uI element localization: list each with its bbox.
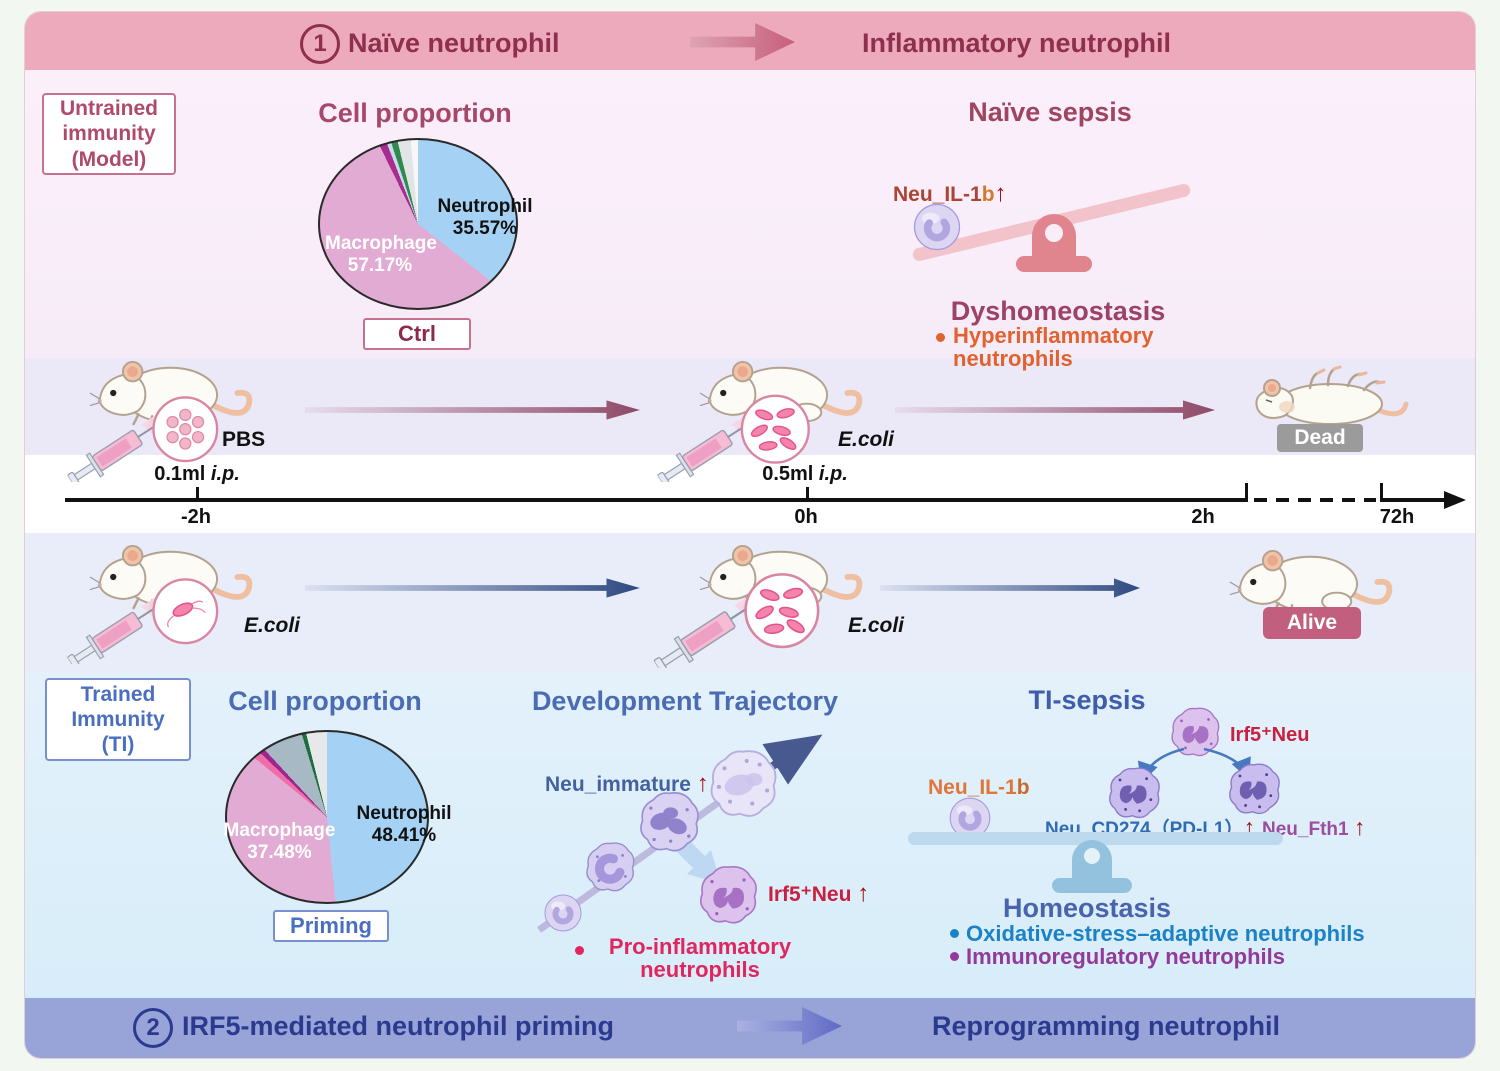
dead-mouse-icon bbox=[1240, 352, 1410, 432]
priming-pie-chart bbox=[225, 730, 429, 904]
timeline-arrowhead-icon bbox=[1444, 491, 1466, 509]
up-arrow-icon: ↑ bbox=[696, 770, 709, 797]
tick-label-minus2h: -2h bbox=[181, 506, 211, 528]
tick-72h bbox=[1380, 483, 1383, 499]
up-arrow-icon: ↑ bbox=[857, 880, 870, 907]
ctrl-caption: Ctrl bbox=[398, 321, 436, 346]
tick-0h bbox=[806, 487, 809, 499]
up-arrow-icon: ↑ bbox=[1353, 814, 1366, 840]
ti-box-line1: Trained bbox=[80, 682, 156, 706]
up-arrow-icon: ↑ bbox=[994, 180, 1007, 207]
homeostasis-label: Homeostasis bbox=[1002, 893, 1172, 923]
tick-2h bbox=[1245, 483, 1248, 499]
ti-box-line3: (TI) bbox=[101, 733, 135, 757]
priming-pie-title: Cell proportion bbox=[228, 686, 422, 716]
untrained-immunity-box: Untrained immunity (Model) bbox=[42, 93, 176, 175]
timeline-line-end bbox=[1380, 498, 1446, 502]
timeline-line-solid bbox=[65, 498, 1248, 502]
timeline-band bbox=[25, 455, 1475, 533]
up-arrow-icon: ↑ bbox=[1243, 814, 1256, 840]
ti-sepsis-title: TI-sepsis bbox=[1028, 685, 1146, 715]
step1-number-circle: 1 bbox=[300, 24, 340, 64]
step2-number-circle: 2 bbox=[133, 1008, 173, 1048]
priming-pie-neutrophil-label: Neutrophil 48.41% bbox=[356, 803, 452, 846]
proinflammatory-bullet-dot bbox=[575, 946, 584, 955]
trajectory-cell-band-icon bbox=[582, 840, 638, 896]
trajectory-cell-lobed-icon bbox=[636, 790, 702, 856]
ctrl-pie-neutrophil-label: Neutrophil 35.57% bbox=[437, 196, 533, 239]
priming-caption: Priming bbox=[290, 913, 372, 938]
priming-caption-box: Priming bbox=[273, 910, 389, 942]
ctrl-pie-macrophage-label: Macrophage 57.17% bbox=[325, 233, 437, 276]
dose1-label: 0.1ml i.p. bbox=[154, 463, 240, 485]
ecoli-challenge-syringe-icon-ti bbox=[648, 555, 838, 668]
tick-label-2h: 2h bbox=[1191, 506, 1215, 528]
ti-seesaw-plank bbox=[908, 832, 1283, 845]
irf5-neu-label-trajectory: Irf5⁺Neu ↑ bbox=[768, 880, 870, 907]
tick-minus2h bbox=[196, 487, 199, 499]
bottom-banner-right-label: Reprogramming neutrophil bbox=[932, 1011, 1281, 1041]
ti-fth1-cell-icon bbox=[1226, 762, 1282, 818]
tick-label-0h: 0h bbox=[794, 506, 818, 528]
untrained-box-line1: Untrained bbox=[59, 97, 158, 121]
ecoli-priming-syringe-icon bbox=[62, 560, 237, 664]
timeline-line-dashed bbox=[1254, 498, 1376, 502]
naive-marker-label: Neu_IL-1b↑ bbox=[893, 180, 1007, 207]
untrained-box-line2: immunity bbox=[62, 122, 156, 146]
dose2-label: 0.5ml i.p. bbox=[762, 463, 848, 485]
untrained-box-line3: (Model) bbox=[71, 147, 147, 171]
trajectory-cell-irf5-icon bbox=[696, 864, 760, 928]
homeostasis-bullet1: Oxidative-stress–adaptive neutrophils bbox=[966, 921, 1365, 946]
ti-ecoli-challenge-label: E.coli bbox=[848, 614, 905, 637]
dyshomeostasis-bullet-dot bbox=[936, 333, 945, 342]
ctrl-caption-box: Ctrl bbox=[363, 318, 471, 350]
untrained-section-background bbox=[25, 70, 1475, 358]
tick-label-72h: 72h bbox=[1379, 506, 1415, 528]
step2-number: 2 bbox=[133, 1008, 173, 1048]
ti-ecoli-priming-label: E.coli bbox=[244, 614, 301, 637]
neu-fth1-label: Neu_Fth1 ↑ bbox=[1262, 814, 1366, 840]
ti-marker-label: Neu_IL-1b bbox=[928, 776, 1030, 799]
trajectory-cell-progenitor-icon bbox=[543, 893, 583, 933]
dyshomeostasis-bullet: Hyperinflammatory neutrophils bbox=[953, 323, 1154, 372]
ti-seesaw-base bbox=[1052, 878, 1132, 893]
naive-seesaw-pivot-hole bbox=[1045, 224, 1063, 242]
homeostasis-bullet1-dot bbox=[950, 929, 959, 938]
alive-badge: Alive bbox=[1263, 607, 1361, 639]
dyshomeostasis-label: Dyshomeostasis bbox=[950, 296, 1166, 326]
top-banner-left-label: Naïve neutrophil bbox=[348, 28, 560, 58]
bottom-banner-left-label: IRF5-mediated neutrophil priming bbox=[182, 1011, 615, 1041]
trajectory-title: Development Trajectory bbox=[531, 686, 839, 716]
naive-seesaw-base bbox=[1016, 256, 1092, 272]
neu-immature-label: Neu_immature ↑ bbox=[545, 770, 709, 797]
top-banner-right-label: Inflammatory neutrophil bbox=[862, 28, 1172, 58]
ctrl-pie-title: Cell proportion bbox=[318, 98, 512, 128]
model-ecoli-label: E.coli bbox=[838, 428, 895, 451]
priming-pie-macrophage-label: Macrophage 37.48% bbox=[223, 820, 336, 863]
ti-box-line2: Immunity bbox=[71, 707, 165, 731]
ti-seesaw-pivot-hole bbox=[1084, 848, 1100, 864]
ctrl-pie-chart bbox=[318, 138, 518, 310]
homeostasis-bullet2: Immunoregulatory neutrophils bbox=[966, 944, 1286, 969]
naive-sepsis-title: Naïve sepsis bbox=[968, 97, 1132, 127]
ti-irf5-label: Irf5⁺Neu bbox=[1230, 724, 1310, 746]
trained-immunity-box: Trained Immunity (TI) bbox=[45, 678, 191, 761]
dead-badge: Dead bbox=[1277, 424, 1363, 452]
naive-neutrophil-cell-icon bbox=[912, 202, 962, 252]
step1-number: 1 bbox=[300, 24, 340, 64]
trajectory-cell-mature-icon bbox=[706, 748, 780, 822]
pbs-label: PBS bbox=[222, 428, 266, 451]
proinflammatory-bullet: Pro-inflammatory neutrophils bbox=[608, 934, 792, 983]
homeostasis-bullet2-dot bbox=[950, 952, 959, 961]
